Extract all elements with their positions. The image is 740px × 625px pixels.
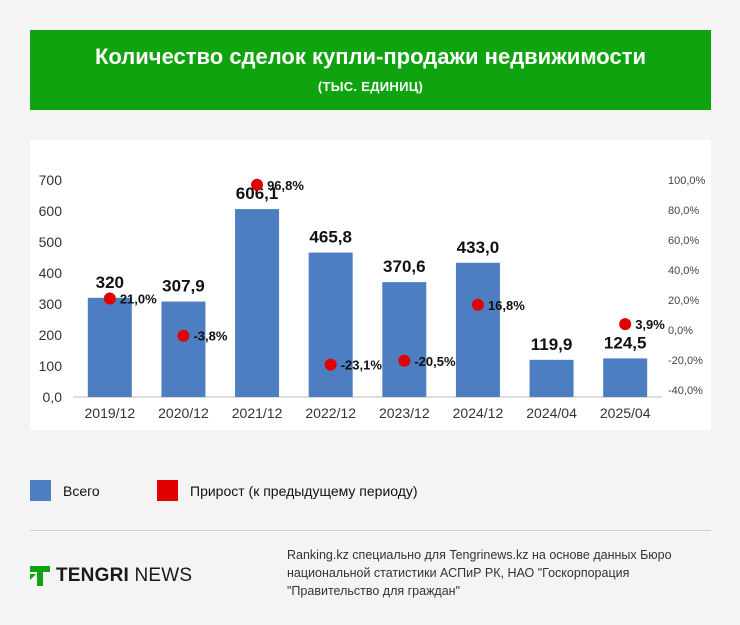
legend-item-growth: Прирост (к предыдущему периоду) [157,480,418,501]
bar-value-label: 119,9 [531,335,573,354]
y2-tick-label: 80,0% [668,205,699,217]
y2-tick-label: 60,0% [668,235,699,247]
x-tick-label: 2024/12 [453,405,504,421]
growth-point [619,318,632,331]
bar [235,209,280,397]
legend-label-total: Всего [63,482,100,499]
bar [455,262,500,397]
growth-label: 96,8% [267,178,304,193]
logo-brand-light: NEWS [128,565,193,586]
legend-item-total: Всего [30,480,100,501]
bar [161,301,206,397]
source-note: Ranking.kz специально для Tengrinews.kz … [287,548,672,598]
growth-point [398,354,411,367]
growth-point [471,298,484,311]
bar-value-label: 465,8 [309,228,352,247]
y-tick-label: 100 [39,358,63,374]
bar-value-label: 370,6 [383,257,426,276]
y-tick-label: 700 [39,172,63,188]
x-tick-label: 2024/04 [526,405,577,421]
growth-point [251,178,264,191]
x-tick-label: 2022/12 [305,405,356,421]
tengri-news-logo: TENGRI NEWS [30,565,192,587]
x-tick-label: 2019/12 [85,405,136,421]
growth-label: -3,8% [193,329,227,344]
bar [529,359,574,397]
bar-value-label: 433,0 [457,238,500,257]
chart-header: Количество сделок купли-продажи недвижим… [30,30,711,110]
bar-value-label: 307,9 [162,277,205,296]
chart-panel [30,140,711,430]
bar [382,282,427,397]
bar [603,358,648,397]
y-tick-label: 0,0 [43,389,63,405]
y-tick-label: 500 [39,234,63,250]
growth-label: 3,9% [635,317,665,332]
growth-label: -23,1% [341,358,383,373]
x-tick-label: 2021/12 [232,405,283,421]
logo-brand-bold: TENGRI [56,565,129,586]
y2-tick-label: -40,0% [668,385,703,397]
y2-tick-label: 0,0% [668,325,693,337]
growth-point [103,292,116,305]
chart-subtitle: (ТЫС. ЕДИНИЦ) [317,79,424,94]
legend-label-growth: Прирост (к предыдущему периоду) [190,482,418,499]
bar-value-label: 606,1 [236,184,279,203]
y2-tick-label: 100,0% [668,175,706,187]
growth-label: -20,5% [414,354,456,369]
y-tick-label: 400 [39,265,63,281]
bar-chart: 0,0 100 200 300 400 500 600 700 -40,0% -20,0% 0,0%… [39,172,706,421]
legend-swatch-growth [157,480,178,501]
growth-point [177,329,190,342]
legend: Всего Прирост (к предыдущему периоду) [30,480,711,504]
bar [87,297,132,397]
bar [308,252,353,397]
tengri-logo-icon [30,566,50,586]
x-tick-label: 2020/12 [158,405,209,421]
divider [30,530,711,531]
chart-title: Количество сделок купли-продажи недвижим… [94,44,646,69]
bar-value-label: 124,5 [604,333,647,352]
growth-label: 21,0% [120,292,157,307]
growth-label: 16,8% [488,298,525,313]
y2-tick-label: 40,0% [668,265,699,277]
y2-tick-label: -20,0% [668,355,703,367]
y-tick-label: 300 [39,296,63,312]
y-tick-label: 600 [39,203,63,219]
x-tick-label: 2025/04 [600,405,651,421]
x-tick-label: 2023/12 [379,405,430,421]
y2-tick-label: 20,0% [668,295,699,307]
growth-point [324,358,337,371]
bar-value-label: 320 [96,273,124,292]
y-tick-label: 200 [39,327,63,343]
legend-swatch-total [30,480,51,501]
